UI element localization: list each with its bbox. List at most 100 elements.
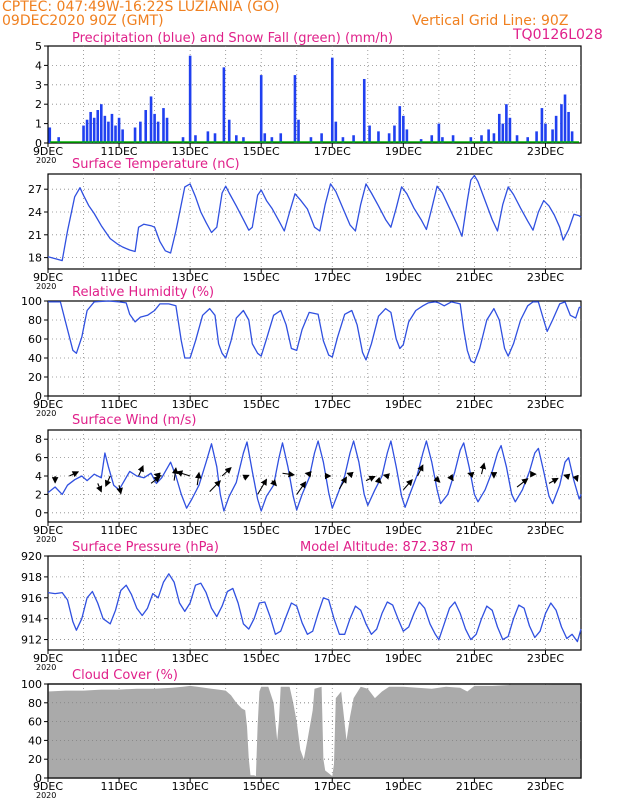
precip-xtick-label: 23DEC <box>527 145 564 158</box>
pressure-ytick-label: 912 <box>21 634 42 647</box>
precip-bar <box>469 137 473 143</box>
temperature-frame <box>47 173 582 270</box>
precip-bar <box>492 133 496 143</box>
temperature-xtick-label: 9DEC <box>33 271 63 284</box>
wind-year-label: 2020 <box>36 535 56 544</box>
precip-ytick-label: 5 <box>35 40 42 53</box>
precip-bar <box>480 135 483 143</box>
precip-bar <box>330 57 334 143</box>
wind-xtick-label: 19DEC <box>385 524 422 537</box>
precip-bar <box>362 78 366 143</box>
wind-arrow <box>338 476 347 490</box>
temperature-xtick-label: 19DEC <box>385 271 422 284</box>
precip-bar <box>393 125 396 143</box>
cloud-xtick-label: 23DEC <box>527 780 564 793</box>
precip-bar <box>551 129 554 143</box>
humidity-xtick-label: 17DEC <box>314 398 351 411</box>
precip-frame <box>47 45 582 144</box>
precip-bar <box>103 115 107 143</box>
precip-bar <box>144 110 148 143</box>
humidity-xtick-label: 19DEC <box>385 398 422 411</box>
precip-xtick-label: 9DEC <box>33 145 63 158</box>
cloud-xtick-label: 11DEC <box>101 780 138 793</box>
precip-bar <box>515 135 519 143</box>
wind-line <box>47 440 582 512</box>
wind-xtick-label: 21DEC <box>456 524 493 537</box>
pressure-annotation: Model Altitude: 872.387 m <box>300 540 473 555</box>
precip-bar <box>352 135 355 143</box>
pressure-title: Surface Pressure (hPa) <box>72 540 219 555</box>
precip-bar <box>194 135 197 143</box>
precip-bar <box>222 67 226 143</box>
precip-bar <box>139 121 142 143</box>
humidity-ytick-label: 20 <box>28 371 42 384</box>
precip-bar <box>505 104 508 143</box>
cloud-xtick-label: 9DEC <box>33 780 63 793</box>
precip-bar <box>377 131 380 143</box>
wind-arrow <box>346 471 354 479</box>
humidity-frame <box>47 300 582 397</box>
pressure-xtick-label: 21DEC <box>456 652 493 665</box>
temperature-year-label: 2020 <box>36 282 56 291</box>
precip-bar <box>451 135 455 143</box>
wind-arrow <box>382 473 390 480</box>
wind-panel <box>44 429 582 526</box>
humidity-line <box>48 300 582 364</box>
precip-bar <box>497 113 501 143</box>
wind-arrow <box>304 470 312 478</box>
precip-xtick-label: 17DEC <box>314 145 351 158</box>
humidity-xtick-label: 11DEC <box>101 398 138 411</box>
precip-bar <box>309 137 313 143</box>
wind-arrow <box>296 481 307 495</box>
wind-arrow <box>96 483 103 493</box>
cloud-xtick-label: 13DEC <box>172 780 209 793</box>
precip-bar <box>441 137 444 143</box>
wind-arrow <box>365 475 376 482</box>
precip-bar <box>293 75 297 143</box>
humidity-title: Relative Humidity (%) <box>72 285 214 300</box>
precip-bar <box>206 131 210 143</box>
pressure-xtick-label: 9DEC <box>33 652 63 665</box>
temperature-ytick-label: 24 <box>28 206 42 219</box>
precip-bar <box>297 119 300 143</box>
wind-arrow <box>479 462 487 475</box>
cloud-title: Cloud Cover (%) <box>72 668 178 683</box>
wind-arrow <box>221 466 232 477</box>
temperature-ytick-label: 21 <box>28 229 42 242</box>
humidity-ytick-label: 0 <box>35 390 42 403</box>
pressure-xtick-label: 11DEC <box>101 652 138 665</box>
wind-arrow <box>572 474 579 483</box>
run-label: 09DEC2020 90Z (GMT) <box>2 13 164 29</box>
station-label: CPTEC: 047:49W-16:22S LUZIANIA (GO) <box>2 0 280 15</box>
precip-bar <box>259 75 263 143</box>
wind-arrow <box>402 479 413 491</box>
precip-ytick-label: 4 <box>35 59 42 72</box>
cloud-xtick-label: 21DEC <box>456 780 493 793</box>
temperature-ytick-label: 18 <box>28 252 42 265</box>
wind-title: Surface Wind (m/s) <box>72 413 196 428</box>
precip-bar <box>82 125 85 143</box>
precip-bar <box>387 133 391 143</box>
humidity-ytick-label: 100 <box>21 295 42 308</box>
cloud-ytick-label: 100 <box>21 678 42 691</box>
precip-xtick-label: 15DEC <box>243 145 280 158</box>
wind-xtick-label: 23DEC <box>527 524 564 537</box>
precip-bar <box>501 123 505 143</box>
pressure-ytick-label: 914 <box>21 613 42 626</box>
precip-bar <box>188 55 192 144</box>
wind-arrow <box>137 465 144 477</box>
precip-bar <box>100 104 103 143</box>
pressure-frame <box>47 555 582 651</box>
precip-bar <box>96 110 100 143</box>
temperature-ytick-label: 27 <box>28 183 42 196</box>
precip-bar <box>320 133 323 143</box>
precip-bar <box>153 113 156 143</box>
precip-year-label: 2020 <box>36 156 56 165</box>
precip-ytick-label: 0 <box>35 137 42 150</box>
wind-arrow <box>171 467 179 481</box>
pressure-xtick-label: 15DEC <box>243 652 280 665</box>
precip-bar <box>368 125 371 143</box>
pressure-xtick-label: 19DEC <box>385 652 422 665</box>
precip-ytick-label: 1 <box>35 118 42 131</box>
wind-arrow <box>433 475 441 483</box>
